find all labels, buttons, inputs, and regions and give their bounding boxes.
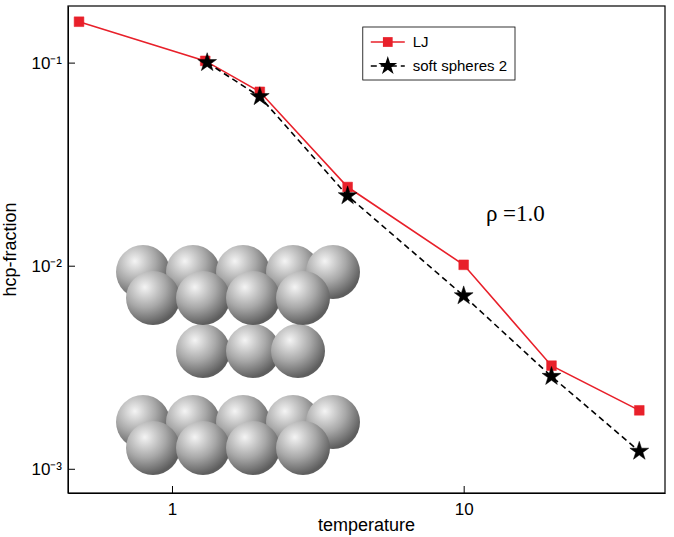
series-marker — [74, 17, 84, 27]
x-axis-line — [69, 493, 666, 494]
plot: 1 10 10⁻³ 10⁻² 10⁻¹ ρ =1.0 LJ soft spheres 2 — [31, 6, 665, 519]
sphere — [176, 324, 230, 378]
y-axis-line — [68, 7, 69, 494]
series-marker — [542, 367, 561, 385]
y-axis-title: hcp-fraction — [0, 202, 20, 296]
series-marker — [198, 53, 217, 71]
series-line — [79, 22, 639, 411]
series-marker — [338, 186, 357, 204]
plot-frame — [68, 6, 665, 493]
y-tick-label: 10⁻³ — [31, 460, 62, 479]
series-marker — [634, 405, 644, 415]
x-tick: 10 — [455, 486, 474, 519]
sphere — [176, 421, 230, 475]
legend-label: soft spheres 2 — [413, 57, 507, 74]
y-tick-label: 10⁻¹ — [31, 54, 62, 73]
y-tick: 10⁻² — [31, 257, 75, 276]
x-tick-label: 10 — [455, 500, 474, 519]
sphere — [126, 421, 180, 475]
legend-marker — [383, 37, 393, 47]
sphere — [276, 271, 330, 325]
sphere — [276, 421, 330, 475]
x-tick-mark — [464, 486, 465, 493]
legend-item: LJ — [371, 33, 429, 50]
y-tick-label: 10⁻² — [31, 257, 62, 276]
sphere — [271, 324, 325, 378]
series-marker — [250, 87, 269, 105]
sphere — [226, 421, 280, 475]
legend-box — [363, 27, 515, 80]
annotation: ρ =1.0 — [486, 201, 545, 226]
y-tick-mark — [68, 63, 75, 64]
x-tick-label: 1 — [168, 500, 177, 519]
series-marker — [459, 260, 469, 270]
chart: 1 10 10⁻³ 10⁻² 10⁻¹ ρ =1.0 LJ soft spheres 2 tem… — [0, 0, 674, 537]
y-tick-mark — [68, 469, 75, 470]
series-line — [207, 63, 639, 452]
y-axis: 10⁻³ 10⁻² 10⁻¹ — [31, 7, 75, 494]
sphere — [226, 271, 280, 325]
y-tick-mark — [68, 266, 75, 267]
sphere — [176, 271, 230, 325]
sphere — [126, 271, 180, 325]
legend-label: LJ — [413, 33, 429, 50]
x-axis-title: temperature — [318, 515, 415, 535]
legend: LJ soft spheres 2 — [363, 27, 515, 80]
y-tick: 10⁻³ — [31, 460, 75, 479]
legend-marker — [378, 56, 397, 74]
x-tick-mark — [172, 486, 173, 493]
inset-spheres — [116, 245, 360, 475]
series-marker — [454, 286, 473, 304]
data-area — [74, 17, 649, 459]
x-tick: 1 — [168, 486, 177, 519]
y-tick: 10⁻¹ — [31, 54, 75, 73]
legend-item: soft spheres 2 — [371, 56, 507, 74]
series-marker — [630, 441, 649, 459]
